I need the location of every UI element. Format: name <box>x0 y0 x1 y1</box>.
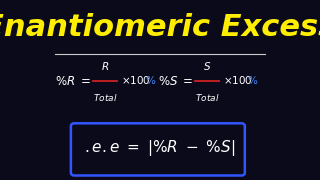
Text: Enantiomeric Excess: Enantiomeric Excess <box>0 13 320 42</box>
Text: $Total$: $Total$ <box>93 92 117 103</box>
Text: $\%$: $\%$ <box>247 74 258 86</box>
FancyBboxPatch shape <box>71 123 245 176</box>
Text: $S$: $S$ <box>203 60 212 72</box>
Text: $\%R\ =$: $\%R\ =$ <box>55 75 91 87</box>
Text: $\%$: $\%$ <box>145 74 156 86</box>
Text: $Total$: $Total$ <box>195 92 220 103</box>
Text: $.e.e\ =\ |\%R\ -\ \%S|$: $.e.e\ =\ |\%R\ -\ \%S|$ <box>84 138 236 159</box>
Text: $\times100$: $\times100$ <box>223 74 253 86</box>
Text: $\times100$: $\times100$ <box>121 74 151 86</box>
Text: $R$: $R$ <box>101 60 109 72</box>
Text: $\%S\ =$: $\%S\ =$ <box>158 75 193 87</box>
